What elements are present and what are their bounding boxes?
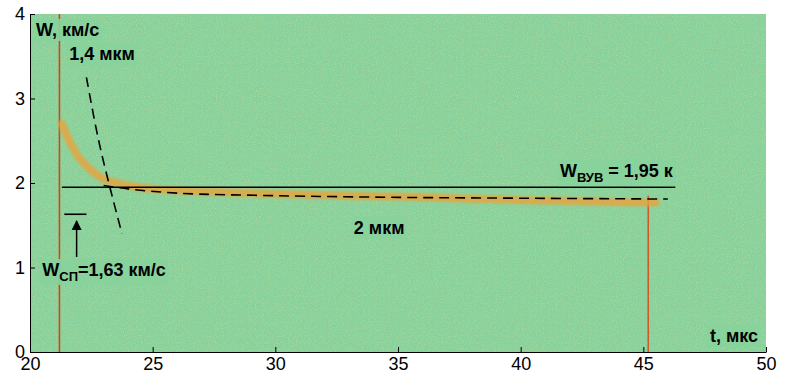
label-patch xyxy=(708,325,760,347)
plot-background xyxy=(30,14,766,352)
annotation-text: 2 мкм xyxy=(354,218,405,238)
y-tick-label: 1 xyxy=(15,258,25,278)
annotation-text: W xyxy=(42,260,59,280)
x-tick: 35 xyxy=(388,347,408,374)
annotation: 2 мкм xyxy=(354,218,405,238)
x-tick-mark xyxy=(275,347,276,352)
solid-line xyxy=(64,213,86,215)
x-tick: 50 xyxy=(756,347,776,374)
annotation-text: = 1,95 к xyxy=(603,161,674,181)
y-tick: 1 xyxy=(15,258,35,278)
y-tick: 3 xyxy=(15,89,35,109)
annotation-text: =1,63 км/с xyxy=(78,260,166,280)
x-tick-label: 40 xyxy=(511,354,531,374)
x-tick-label: 45 xyxy=(634,354,654,374)
annotation: WВУВ = 1,95 к xyxy=(560,161,674,185)
y-tick-mark xyxy=(30,183,35,184)
x-tick-label: 25 xyxy=(143,354,163,374)
y-tick-label: 2 xyxy=(15,173,25,193)
label-patch xyxy=(40,259,168,285)
y-tick-mark xyxy=(30,352,35,353)
plot-marks xyxy=(59,14,675,352)
dashed-line xyxy=(86,77,122,233)
solid-line xyxy=(62,186,675,188)
annotation-subscript: СП xyxy=(59,269,78,284)
y-axis: 0 1 2 3 4 xyxy=(15,4,35,362)
annotation: WСП=1,63 км/с xyxy=(42,260,166,284)
x-tick: 45 xyxy=(634,347,654,374)
x-axis-title: t, мкс xyxy=(710,326,758,346)
labels: W, км/сt, мкс1,4 мкм2 мкмWВУВ = 1,95 кWС… xyxy=(34,19,760,347)
y-tick-label: 3 xyxy=(15,89,25,109)
y-tick: 4 xyxy=(15,4,35,24)
signal-band xyxy=(62,124,656,203)
x-tick-label: 30 xyxy=(266,354,286,374)
y-tick-label: 4 xyxy=(15,4,25,24)
y-axis-title: W, км/с xyxy=(36,20,99,40)
y-tick: 0 xyxy=(15,342,35,362)
x-tick-mark xyxy=(766,347,767,352)
y-tick-label: 0 xyxy=(15,342,25,362)
chart-container: 2025303540455001234W, км/сt, мкс1,4 мкм2… xyxy=(0,0,788,379)
annotation-arrow xyxy=(76,221,78,257)
y-tick-mark xyxy=(30,268,35,269)
label-patch xyxy=(352,217,407,239)
x-tick-mark xyxy=(153,347,154,352)
chart-svg: 2025303540455001234W, км/сt, мкс1,4 мкм2… xyxy=(0,0,788,379)
x-tick-mark xyxy=(521,347,522,352)
label-patch xyxy=(67,43,137,65)
x-tick-label: 35 xyxy=(388,354,408,374)
x-tick: 25 xyxy=(143,347,163,374)
annotation-subscript: ВУВ xyxy=(577,170,603,185)
x-tick-label: 50 xyxy=(756,354,776,374)
annotation: 1,4 мкм xyxy=(69,44,135,64)
plot-texture xyxy=(30,14,766,352)
solid-line xyxy=(647,196,649,352)
annotation-text: 1,4 мкм xyxy=(69,44,135,64)
x-tick: 30 xyxy=(266,347,286,374)
solid-line xyxy=(59,14,61,352)
y-tick-mark xyxy=(30,99,35,100)
label-patch xyxy=(558,160,676,186)
x-tick-mark xyxy=(643,347,644,352)
x-tick: 40 xyxy=(511,347,531,374)
y-tick-mark xyxy=(30,14,35,15)
x-tick-mark xyxy=(398,347,399,352)
annotation-text: W xyxy=(560,161,577,181)
y-tick: 2 xyxy=(15,173,35,193)
label-patch xyxy=(34,19,101,41)
x-axis: 20253035404550 xyxy=(20,347,776,374)
